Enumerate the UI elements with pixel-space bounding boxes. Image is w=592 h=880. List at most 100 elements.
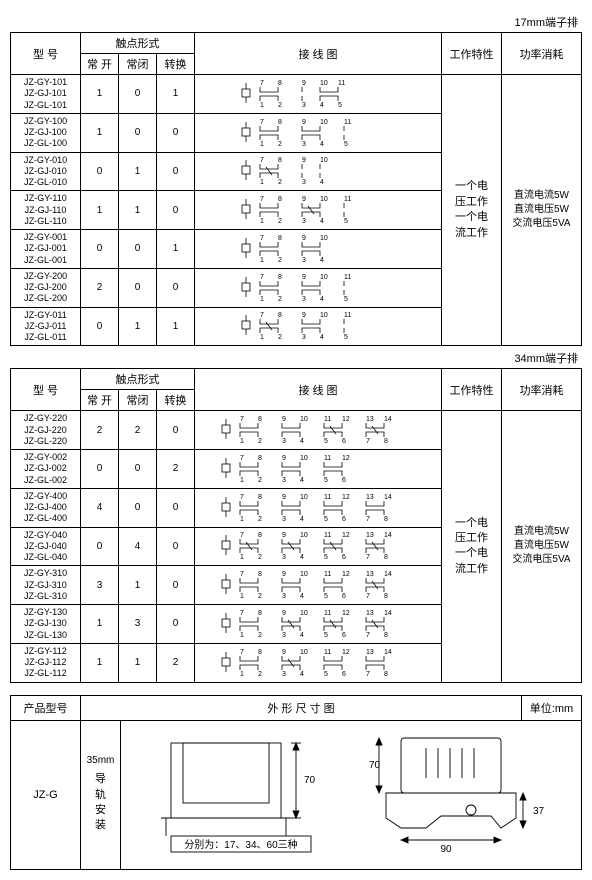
dim-note: 分别为：17、34、60三种 [184,838,297,851]
svg-text:10: 10 [320,235,328,242]
svg-text:11: 11 [344,274,351,281]
svg-text:5: 5 [324,516,328,523]
work-char-cell: 一个电压工作一个电流工作 [442,411,502,682]
svg-text:4: 4 [320,296,324,303]
svg-text:8: 8 [384,438,388,445]
contact-nc: 1 [119,152,157,191]
svg-text:6: 6 [342,593,346,600]
svg-text:5: 5 [324,554,328,561]
svg-text:7: 7 [240,494,244,501]
svg-text:11: 11 [344,119,351,126]
svg-text:3: 3 [302,141,306,148]
svg-text:9: 9 [302,196,306,203]
svg-text:5: 5 [344,141,348,148]
svg-text:2: 2 [278,102,282,109]
svg-text:5: 5 [324,671,328,678]
svg-text:6: 6 [342,438,346,445]
hdr-model: 型 号 [11,33,81,75]
wiring-diagram: 781291034111256131478 [195,643,442,682]
svg-text:4: 4 [300,671,304,678]
svg-text:4: 4 [320,179,324,186]
hdr-tr: 转换 [157,390,195,411]
dim-hdr-unit: 单位:mm [522,695,582,720]
svg-text:2: 2 [258,632,262,639]
svg-text:3: 3 [302,334,306,341]
svg-text:2: 2 [278,296,282,303]
svg-text:5: 5 [324,632,328,639]
svg-text:13: 13 [366,494,374,501]
wiring-diagram: 781291034115 [195,191,442,230]
svg-text:3: 3 [282,516,286,523]
contact-no: 3 [81,566,119,605]
svg-text:4: 4 [320,334,324,341]
svg-text:7: 7 [240,532,244,539]
svg-text:10: 10 [300,610,308,617]
svg-text:3: 3 [302,257,306,264]
hdr-model: 型 号 [11,369,81,411]
model-cell: JZ-GY-130JZ-GJ-130JZ-GL-130 [11,605,81,644]
dim-hdr-drawing: 外 形 尺 寸 图 [81,695,522,720]
hdr-wiring: 接 线 图 [195,33,442,75]
svg-text:1: 1 [240,516,244,523]
svg-text:10: 10 [300,649,308,656]
wiring-diagram: 781291034 [195,230,442,269]
svg-text:10: 10 [300,571,308,578]
svg-text:12: 12 [342,532,350,539]
svg-text:2: 2 [278,179,282,186]
svg-text:1: 1 [260,334,264,341]
svg-text:4: 4 [300,516,304,523]
contact-nc: 0 [119,230,157,269]
svg-text:1: 1 [260,102,264,109]
contact-nc: 1 [119,191,157,230]
svg-text:5: 5 [344,218,348,225]
contact-tr: 0 [157,488,195,527]
svg-text:12: 12 [342,494,350,501]
contact-no: 0 [81,450,119,489]
svg-text:12: 12 [342,649,350,656]
svg-text:11: 11 [344,196,351,203]
svg-text:2: 2 [278,257,282,264]
spec-table-2: 型 号 触点形式 接 线 图 工作特性 功率消耗 常 开 常闭 转换 JZ-GY… [10,368,582,682]
svg-text:9: 9 [282,494,286,501]
svg-text:8: 8 [258,571,262,578]
model-cell: JZ-GY-011JZ-GJ-011JZ-GL-011 [11,307,81,346]
svg-text:12: 12 [342,416,350,423]
svg-text:12: 12 [342,455,350,462]
svg-text:2: 2 [258,554,262,561]
svg-text:3: 3 [302,296,306,303]
contact-tr: 2 [157,643,195,682]
dim-model: JZ-G [11,720,81,869]
svg-text:10: 10 [320,312,328,319]
svg-text:3: 3 [302,218,306,225]
svg-text:8: 8 [278,157,282,164]
svg-text:7: 7 [240,416,244,423]
model-cell: JZ-GY-110JZ-GJ-110JZ-GL-110 [11,191,81,230]
svg-text:3: 3 [302,179,306,186]
svg-text:2: 2 [258,477,262,484]
svg-text:9: 9 [282,532,286,539]
svg-text:7: 7 [366,671,370,678]
svg-text:1: 1 [260,141,264,148]
wiring-diagram: 781291034111256131478 [195,411,442,450]
svg-text:8: 8 [278,119,282,126]
mount-label: 35mm [85,755,116,766]
svg-text:9: 9 [302,119,306,126]
svg-text:4: 4 [300,438,304,445]
hdr-workchar: 工作特性 [442,369,502,411]
svg-text:7: 7 [366,438,370,445]
wiring-diagram: 781291034115 [195,268,442,307]
model-cell: JZ-GY-002JZ-GJ-002JZ-GL-002 [11,450,81,489]
contact-tr: 1 [157,307,195,346]
contact-nc: 0 [119,450,157,489]
contact-nc: 1 [119,566,157,605]
dim-h: 70 [304,775,316,786]
model-cell: JZ-GY-101JZ-GJ-101JZ-GL-101 [11,75,81,114]
svg-text:5: 5 [344,296,348,303]
svg-text:7: 7 [366,516,370,523]
contact-nc: 1 [119,307,157,346]
svg-text:5: 5 [324,593,328,600]
svg-text:1: 1 [240,671,244,678]
contact-nc: 0 [119,268,157,307]
contact-nc: 0 [119,488,157,527]
svg-text:3: 3 [282,477,286,484]
